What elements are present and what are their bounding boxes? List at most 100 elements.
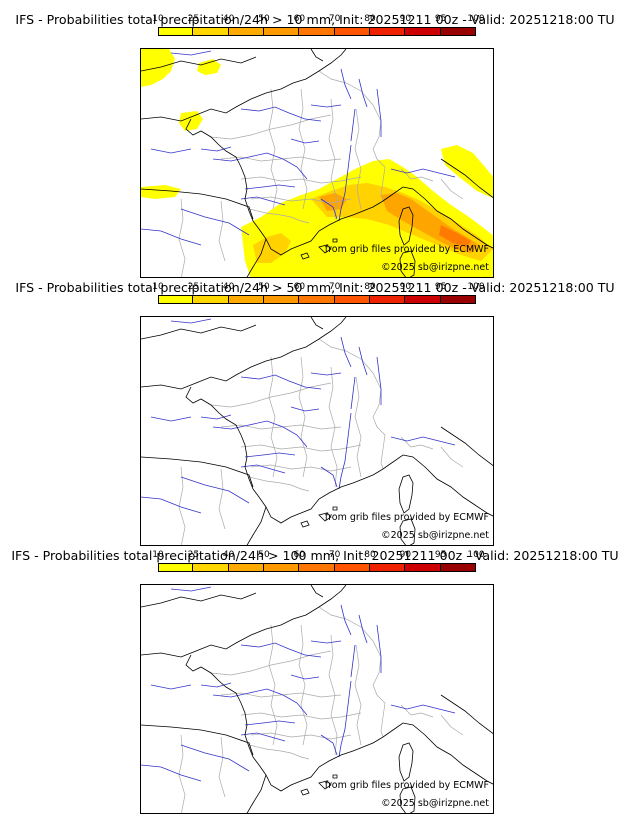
source-credit: from grib files provided by ECMWF	[324, 244, 489, 255]
admin-border	[240, 444, 362, 452]
admin-border	[248, 208, 310, 224]
colorbar-tick-label: 60	[293, 14, 306, 24]
forecast-panel-10mm: IFS - Probabilities total precipitation/…	[0, 0, 630, 278]
colorbar-segment	[228, 27, 264, 35]
river	[240, 642, 322, 658]
colorbar-frame	[158, 295, 476, 304]
forecast-panel-50mm: IFS - Probabilities total precipitation/…	[0, 268, 630, 546]
river	[338, 412, 352, 490]
colorbar-tick-label: 10	[152, 14, 164, 24]
admin-border	[218, 200, 226, 262]
admin-border	[298, 88, 308, 210]
river	[141, 496, 202, 514]
colorbar-tick-label: 90	[399, 282, 412, 292]
island-outline	[318, 780, 332, 790]
river	[244, 452, 296, 458]
source-credit: from grib files provided by ECMWF	[324, 780, 489, 791]
river	[240, 732, 286, 742]
colorbar-labels: 10 25 40 50 60 70 80 90 95 100	[152, 550, 484, 570]
coastline	[310, 317, 324, 330]
coastline	[252, 736, 384, 792]
coastline	[382, 186, 493, 249]
admin-border	[400, 168, 434, 182]
river	[240, 196, 286, 206]
colorbar-segment	[264, 27, 300, 35]
colorbar-tick-label: 40	[222, 550, 235, 560]
panel-title: IFS - Probabilities total precipitation/…	[11, 548, 619, 563]
map-svg	[141, 317, 493, 545]
coastline	[141, 317, 347, 390]
coastline	[252, 468, 384, 524]
river	[180, 208, 250, 236]
colorbar-tick-label: 40	[222, 14, 235, 24]
island-outline	[300, 520, 310, 528]
admin-border	[268, 624, 278, 746]
colorbar-tick-label: 25	[187, 282, 200, 292]
admin-border	[440, 446, 464, 468]
admin-border	[318, 338, 386, 470]
island-outline	[332, 774, 338, 779]
river	[290, 138, 320, 144]
river	[320, 198, 338, 220]
coastline	[141, 585, 347, 658]
admin-border	[210, 382, 332, 408]
colorbar-tick-label: 70	[328, 550, 341, 560]
colorbar-segment	[193, 563, 229, 571]
colorbar-segment	[405, 27, 441, 35]
colorbar-tick-label: 50	[258, 14, 270, 24]
admin-border	[210, 650, 332, 676]
river	[212, 688, 308, 716]
map-france: from grib files provided by ECMWF ©2025 …	[140, 584, 494, 814]
map-france: from grib files provided by ECMWF ©2025 …	[140, 316, 494, 546]
coastline	[382, 454, 493, 517]
admin-border	[250, 196, 352, 204]
river	[340, 68, 352, 100]
island-outline	[332, 238, 338, 243]
coastline	[141, 188, 254, 220]
river	[340, 604, 352, 636]
admin-border	[248, 744, 310, 760]
island-outline	[318, 512, 332, 522]
river	[180, 476, 250, 504]
admin-border	[250, 464, 352, 472]
colorbar-tick-label: 50	[258, 550, 270, 560]
colorbar-tick-label: 25	[187, 550, 200, 560]
river	[376, 356, 382, 405]
map-france: from grib files provided by ECMWF ©2025 …	[140, 48, 494, 278]
river	[390, 436, 456, 446]
coastline	[185, 654, 254, 758]
river	[170, 50, 212, 56]
colorbar-segment	[299, 27, 335, 35]
precip-area	[141, 185, 181, 199]
river	[150, 684, 192, 690]
island-outline	[399, 518, 416, 545]
colorbar-tick-label: 90	[399, 14, 412, 24]
colorbar-tick-label: 25	[187, 14, 200, 24]
admin-border	[440, 178, 464, 200]
colorbar-segment	[370, 295, 406, 303]
colorbar-tick-label: 60	[293, 282, 306, 292]
river	[212, 152, 308, 180]
colorbar-tick-label: 80	[364, 14, 376, 24]
precip-area	[197, 59, 221, 75]
admin-border	[328, 98, 338, 220]
coastline	[141, 324, 257, 340]
admin-border	[220, 424, 342, 430]
map-svg	[141, 585, 493, 813]
colorbar-tick-label: 10	[152, 550, 164, 560]
coastline	[440, 158, 493, 198]
coastline	[246, 238, 267, 277]
admin-border	[248, 476, 310, 492]
colorbar-tick-label: 70	[328, 282, 341, 292]
source-credit: from grib files provided by ECMWF	[324, 512, 489, 523]
coastline	[252, 200, 384, 256]
colorbar-segment	[299, 295, 335, 303]
coastline	[141, 56, 257, 72]
admin-border	[400, 436, 434, 450]
precip-area	[179, 111, 203, 131]
colorbar-segment	[334, 27, 370, 35]
admin-border	[318, 70, 386, 202]
coastline	[141, 49, 347, 122]
river	[170, 586, 212, 592]
colorbar-tick-label: 90	[399, 550, 412, 560]
